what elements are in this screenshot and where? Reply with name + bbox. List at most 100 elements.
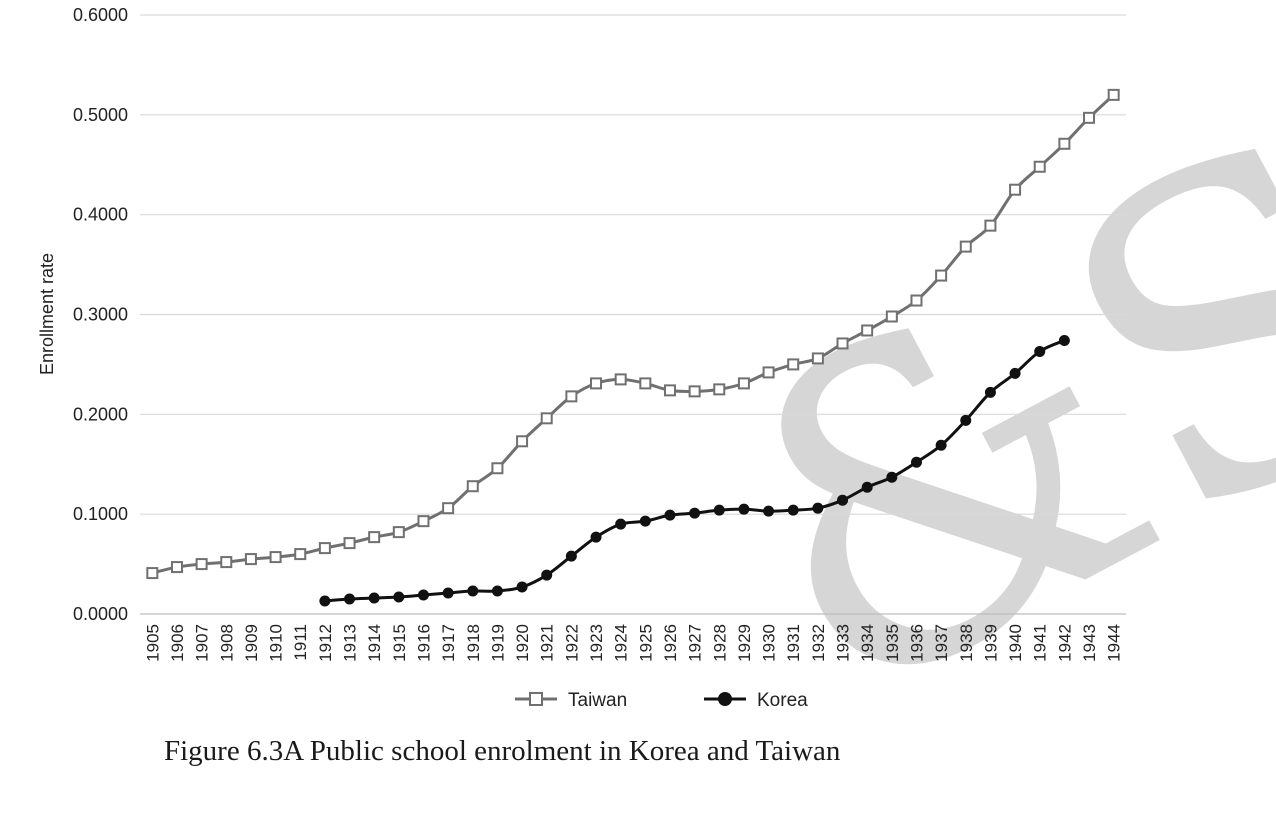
data-point-korea — [442, 587, 454, 599]
data-point-taiwan — [984, 219, 997, 232]
data-point-korea — [763, 505, 775, 517]
series-line-taiwan — [151, 93, 1115, 575]
y-axis-label: Enrollment rate — [37, 253, 57, 375]
data-point-korea — [565, 550, 577, 562]
data-point-korea — [960, 414, 972, 426]
x-tick-label: 1933 — [834, 624, 853, 662]
x-tick-label: 1916 — [414, 624, 433, 662]
x-tick-label: 1921 — [538, 624, 557, 662]
y-tick-label: 0.2000 — [73, 404, 128, 424]
x-tick-label: 1925 — [636, 624, 655, 662]
legend-marker-korea — [718, 692, 732, 706]
data-point-taiwan — [713, 383, 726, 396]
data-point-taiwan — [368, 531, 381, 544]
x-tick-label: 1907 — [193, 624, 212, 662]
x-tick-label: 1942 — [1055, 624, 1074, 662]
data-point-taiwan — [269, 551, 282, 564]
data-point-taiwan — [910, 294, 923, 307]
y-axis-ticks: 0.0000 0.1000 0.2000 0.3000 0.4000 0.5000 0.60… — [73, 5, 128, 624]
y-tick-label: 0.0000 — [73, 604, 128, 624]
x-tick-label: 1905 — [143, 624, 162, 662]
data-point-korea — [812, 502, 824, 514]
data-point-korea — [467, 585, 479, 597]
data-point-korea — [984, 386, 996, 398]
x-tick-label: 1923 — [587, 624, 606, 662]
data-point-korea — [664, 509, 676, 521]
legend-label-taiwan: Taiwan — [568, 690, 627, 711]
legend-marker-taiwan — [529, 692, 543, 706]
y-tick-label: 0.5000 — [73, 105, 128, 125]
data-point-taiwan — [885, 310, 898, 323]
data-point-taiwan — [244, 553, 257, 566]
x-tick-label: 1922 — [562, 624, 581, 662]
gridlines — [140, 14, 1126, 615]
data-point-taiwan — [491, 462, 504, 475]
x-tick-label: 1918 — [464, 624, 483, 662]
x-tick-label: 1908 — [217, 624, 236, 662]
data-point-korea — [787, 504, 799, 516]
x-tick-label: 1911 — [291, 624, 310, 661]
y-tick-label: 0.1000 — [73, 504, 128, 524]
data-point-korea — [639, 515, 651, 527]
data-point-korea — [1009, 367, 1021, 379]
x-tick-label: 1930 — [760, 624, 779, 662]
x-axis-ticks: 1905 1906 1907 1908 1909 1910 1911 1912 1913 1914… — [143, 624, 1123, 662]
x-tick-label: 1913 — [341, 624, 360, 662]
data-point-taiwan — [442, 502, 455, 515]
x-tick-label: 1935 — [883, 624, 902, 662]
x-tick-label: 1912 — [316, 624, 335, 662]
data-point-korea — [516, 581, 528, 593]
data-point-taiwan — [1033, 160, 1046, 173]
x-tick-label: 1929 — [735, 624, 754, 662]
x-tick-label: 1936 — [907, 624, 926, 662]
data-point-korea — [713, 504, 725, 516]
y-tick-label: 0.6000 — [73, 5, 128, 25]
data-point-korea — [861, 481, 873, 493]
data-point-taiwan — [811, 352, 824, 365]
data-point-taiwan — [195, 558, 208, 571]
x-tick-label: 1932 — [809, 624, 828, 662]
data-point-taiwan — [1107, 88, 1120, 101]
data-point-taiwan — [762, 366, 775, 379]
data-point-korea — [689, 507, 701, 519]
x-tick-label: 1939 — [981, 624, 1000, 662]
data-point-taiwan — [1009, 183, 1022, 196]
data-point-taiwan — [392, 526, 405, 539]
x-tick-label: 1909 — [242, 624, 261, 662]
x-tick-label: 1941 — [1031, 624, 1050, 662]
data-point-taiwan — [590, 377, 603, 390]
data-point-taiwan — [688, 385, 701, 398]
legend-label-korea: Korea — [757, 690, 808, 711]
x-tick-label: 1910 — [267, 624, 286, 662]
figure-caption: Figure 6.3A Public school enrolment in K… — [164, 735, 841, 767]
data-point-taiwan — [1058, 137, 1071, 150]
data-point-korea — [368, 592, 380, 604]
x-tick-label: 1934 — [858, 624, 877, 662]
data-point-korea — [935, 439, 947, 451]
data-point-taiwan — [516, 435, 529, 448]
data-point-taiwan — [343, 537, 356, 550]
data-point-taiwan — [737, 377, 750, 390]
data-point-taiwan — [639, 377, 652, 390]
x-tick-label: 1919 — [488, 624, 507, 662]
data-point-korea — [417, 589, 429, 601]
data-point-korea — [590, 531, 602, 543]
x-tick-label: 1928 — [710, 624, 729, 662]
legend-item-taiwan: Taiwan — [515, 690, 627, 711]
x-tick-label: 1940 — [1006, 624, 1025, 662]
data-point-taiwan — [614, 373, 627, 386]
data-point-taiwan — [146, 567, 159, 580]
data-point-korea — [541, 569, 553, 581]
data-point-taiwan — [861, 324, 874, 337]
data-point-korea — [1058, 334, 1070, 346]
data-point-korea — [615, 518, 627, 530]
x-tick-label: 1927 — [686, 624, 705, 662]
data-point-taiwan — [318, 542, 331, 555]
data-point-korea — [886, 471, 898, 483]
x-tick-label: 1944 — [1105, 624, 1124, 662]
data-point-taiwan — [787, 358, 800, 371]
legend-item-korea: Korea — [704, 690, 808, 711]
data-point-korea — [1034, 345, 1046, 357]
data-point-taiwan — [170, 561, 183, 574]
